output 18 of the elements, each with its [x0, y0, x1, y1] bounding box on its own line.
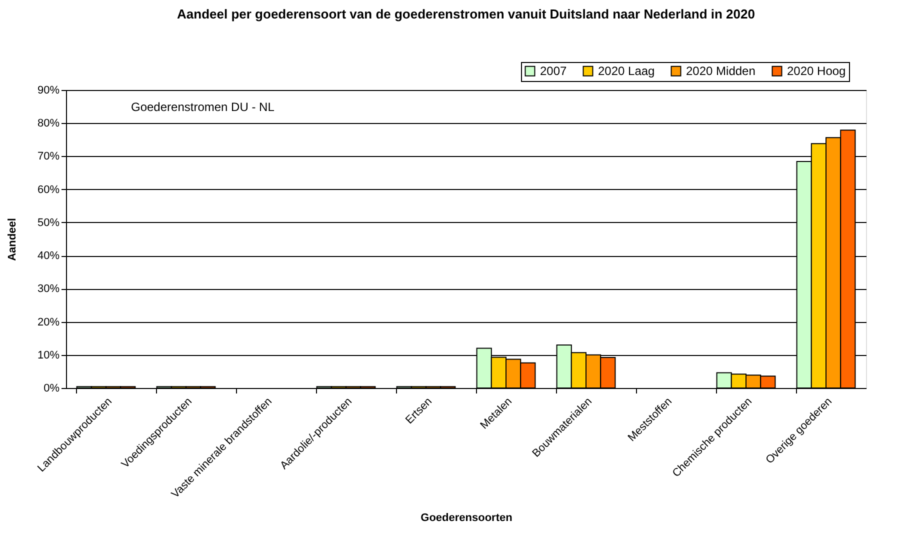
y-tick-label: 40%: [37, 250, 60, 262]
y-tick-label: 60%: [37, 184, 60, 196]
y-tick-label: 20%: [37, 316, 60, 328]
y-tick-label: 80%: [37, 118, 60, 130]
legend-label: 2020 Hoog: [787, 64, 846, 78]
chart-title: Aandeel per goederensoort van de goederenstromen vanuit Duitsland naar Nederland in 2020: [177, 6, 755, 22]
legend-label: 2020 Laag: [598, 64, 655, 78]
y-tick-label: 10%: [37, 349, 60, 362]
y-tick-label: 0%: [44, 382, 60, 394]
y-tick-label: 70%: [37, 150, 60, 163]
y-tick-label: 50%: [37, 216, 60, 229]
legend-label: 2020 Midden: [686, 64, 756, 78]
annotation: Goederenstromen DU - NL: [131, 100, 275, 114]
y-tick-label: 90%: [37, 84, 60, 96]
legend-label: 2007: [540, 64, 568, 78]
y-axis-title: Aandeel: [6, 218, 18, 261]
y-tick-label: 30%: [37, 283, 60, 296]
x-axis-title: Goederensoorten: [420, 512, 513, 524]
